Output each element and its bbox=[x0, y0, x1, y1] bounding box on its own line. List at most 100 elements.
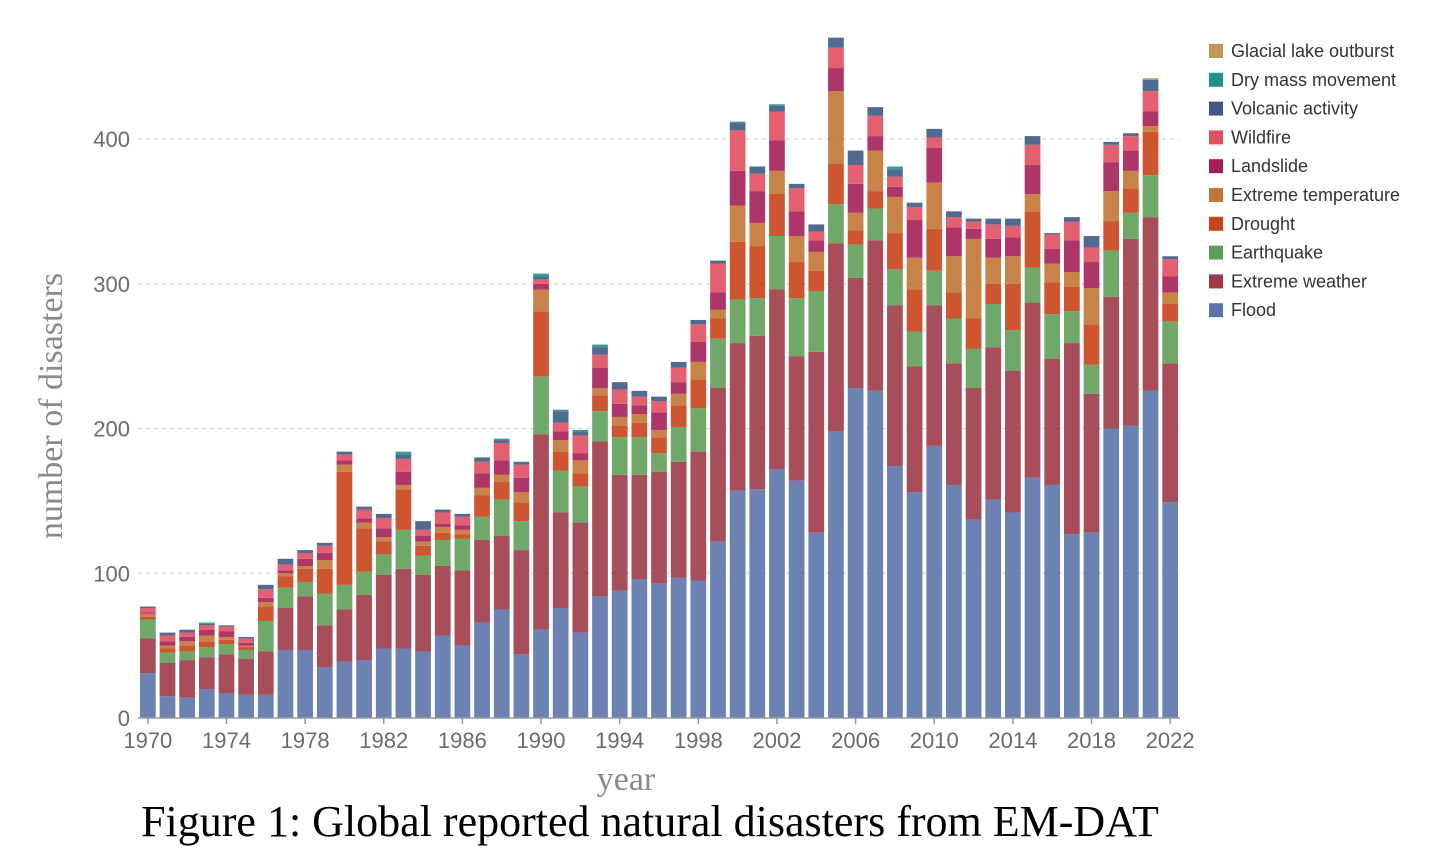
legend-label: Extreme temperature bbox=[1231, 185, 1400, 205]
bar-segment bbox=[257, 621, 274, 652]
bar-segment bbox=[828, 243, 844, 432]
bar-segment bbox=[769, 289, 785, 470]
y-tick-label: 100 bbox=[93, 561, 130, 586]
bar-segment bbox=[729, 205, 746, 242]
bar-segment bbox=[611, 382, 628, 390]
legend-swatch bbox=[1209, 274, 1223, 289]
bar-segment bbox=[493, 482, 510, 500]
bar-segment bbox=[769, 140, 785, 171]
bar-segment bbox=[533, 289, 549, 312]
bar-segment bbox=[297, 552, 313, 559]
bar-segment bbox=[670, 382, 687, 394]
bar-segment bbox=[749, 298, 766, 336]
bar-segment bbox=[238, 645, 254, 648]
bar-segment bbox=[415, 651, 431, 718]
bar-segment bbox=[356, 594, 372, 661]
bar-segment bbox=[198, 623, 215, 626]
bar-segment bbox=[552, 470, 569, 513]
bar-segment bbox=[788, 298, 805, 357]
bar-segment bbox=[316, 568, 333, 594]
bar-segment bbox=[513, 492, 530, 503]
bar-segment bbox=[1162, 502, 1179, 718]
bar-segment bbox=[1044, 234, 1061, 250]
bar-segment bbox=[533, 273, 549, 277]
bar-segment bbox=[336, 471, 353, 585]
legend-label: Flood bbox=[1231, 300, 1276, 320]
bar-segment bbox=[1122, 170, 1139, 189]
bar-segment bbox=[670, 393, 687, 406]
legend-label: Extreme weather bbox=[1231, 271, 1367, 291]
bar-segment bbox=[552, 440, 569, 452]
bar-segment bbox=[985, 499, 1002, 718]
bar-segment bbox=[769, 170, 785, 195]
bar-segment bbox=[434, 539, 451, 567]
bar-segment bbox=[179, 697, 196, 718]
bar-segment bbox=[415, 555, 431, 575]
x-tick-label: 1994 bbox=[595, 728, 644, 753]
x-tick-label: 2002 bbox=[752, 728, 801, 753]
bar-segment bbox=[631, 437, 648, 475]
y-tick-label: 300 bbox=[93, 272, 130, 297]
bar-segment bbox=[946, 256, 962, 293]
bar-segment bbox=[198, 625, 215, 630]
bar-segment bbox=[690, 379, 707, 409]
bar-segment bbox=[336, 609, 353, 662]
bar-segment bbox=[887, 305, 903, 467]
bar-segment bbox=[297, 550, 313, 553]
bar-segment bbox=[1162, 256, 1179, 260]
bar-segment bbox=[179, 636, 196, 642]
bar-segment bbox=[552, 607, 569, 718]
bar-segment bbox=[1064, 217, 1080, 222]
bar-segment bbox=[847, 150, 864, 166]
bar-segment bbox=[1083, 364, 1100, 394]
bar-segment bbox=[1064, 240, 1080, 273]
bar-segment bbox=[729, 123, 746, 131]
bar-segment bbox=[513, 550, 530, 655]
bar-segment bbox=[670, 461, 687, 578]
bar-segment bbox=[946, 211, 962, 218]
bar-segment bbox=[808, 224, 825, 232]
bar-segment bbox=[1064, 286, 1080, 312]
bar-segment bbox=[316, 552, 333, 561]
bar-segment bbox=[710, 263, 726, 293]
bar-segment bbox=[1142, 390, 1159, 718]
bar-segment bbox=[1044, 484, 1061, 718]
bar-segment bbox=[690, 361, 707, 380]
bar-segment bbox=[493, 609, 510, 718]
legend-label: Glacial lake outburst bbox=[1231, 41, 1394, 61]
bar-segment bbox=[277, 576, 294, 588]
bar-segment bbox=[946, 363, 962, 485]
stacked-bar-chart: 0 100 200 300 400 1970 1974 1978 1982 1986 1990 199… bbox=[33, 37, 1400, 798]
bar-segment bbox=[395, 648, 412, 718]
bar-segment bbox=[887, 269, 903, 306]
bar-segment bbox=[808, 270, 825, 291]
bar-segment bbox=[985, 347, 1002, 500]
bar-segment bbox=[238, 647, 254, 650]
bar-segment bbox=[1122, 136, 1139, 151]
bar-segment bbox=[592, 596, 608, 718]
bar-segment bbox=[769, 111, 785, 141]
bar-segment bbox=[316, 545, 333, 553]
bar-segment bbox=[513, 464, 530, 478]
bar-segment bbox=[316, 560, 333, 569]
bar-segment bbox=[592, 367, 608, 388]
bar-segment bbox=[690, 451, 707, 581]
x-tick-label: 1978 bbox=[281, 728, 330, 753]
bar-segment bbox=[808, 231, 825, 241]
bar-segment bbox=[828, 91, 844, 164]
bar-segment bbox=[454, 529, 471, 535]
bar-segment bbox=[749, 489, 766, 718]
bar-segment bbox=[395, 451, 412, 455]
bar-segment bbox=[1142, 131, 1159, 176]
bar-segment bbox=[139, 607, 156, 613]
bar-segment bbox=[1024, 144, 1041, 166]
bar-segment bbox=[454, 645, 471, 719]
bar-segment bbox=[572, 460, 589, 474]
bar-segment bbox=[710, 541, 726, 718]
figure-caption: Figure 1: Global reported natural disast… bbox=[141, 797, 1159, 846]
y-axis-title: number of disasters bbox=[33, 273, 70, 539]
bar-segment bbox=[316, 667, 333, 718]
bar-segment bbox=[415, 545, 431, 556]
legend-swatch bbox=[1209, 245, 1223, 260]
bar-segment bbox=[179, 641, 196, 646]
